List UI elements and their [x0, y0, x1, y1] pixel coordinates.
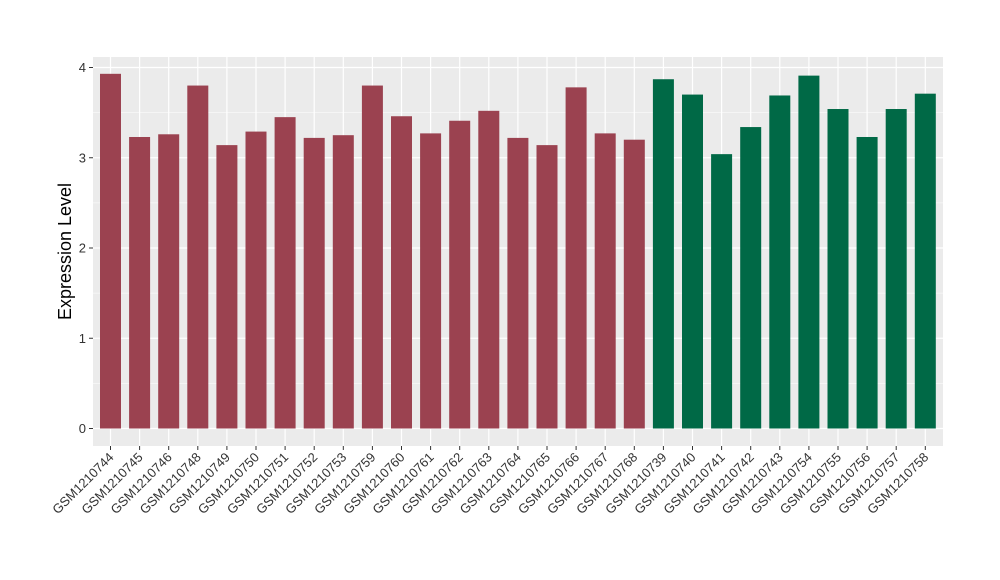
bar: [449, 120, 471, 429]
bar: [885, 109, 907, 429]
bar: [420, 133, 442, 429]
bar: [391, 116, 412, 429]
bar: [216, 145, 238, 429]
bar: [827, 109, 849, 429]
bar: [856, 136, 878, 429]
y-axis-title: Expression Level: [55, 183, 75, 320]
bar: [594, 133, 616, 429]
bar: [652, 79, 674, 429]
bar: [158, 134, 180, 429]
bar: [187, 85, 209, 429]
bar: [129, 136, 151, 429]
bar: [478, 110, 500, 429]
bar: [682, 94, 703, 429]
bar: [303, 137, 325, 429]
bar: [798, 75, 820, 429]
y-tick-label: 2: [79, 241, 86, 256]
bar: [332, 135, 354, 429]
bars: [100, 73, 936, 429]
bar: [507, 137, 529, 429]
bar: [361, 85, 383, 429]
bar: [711, 154, 733, 429]
bar: [623, 139, 645, 429]
bar: [274, 117, 296, 429]
axes: 01234GSM1210744GSM1210745GSM1210746GSM12…: [49, 60, 931, 517]
bar: [245, 131, 267, 429]
bar: [769, 95, 791, 429]
y-tick-label: 0: [79, 421, 86, 436]
bar: [740, 127, 762, 429]
bar: [536, 145, 558, 429]
bar: [914, 93, 936, 429]
y-tick-label: 1: [79, 331, 86, 346]
bar: [565, 87, 587, 429]
y-tick-label: 4: [79, 60, 86, 75]
bar: [100, 73, 121, 429]
y-tick-label: 3: [79, 150, 86, 165]
